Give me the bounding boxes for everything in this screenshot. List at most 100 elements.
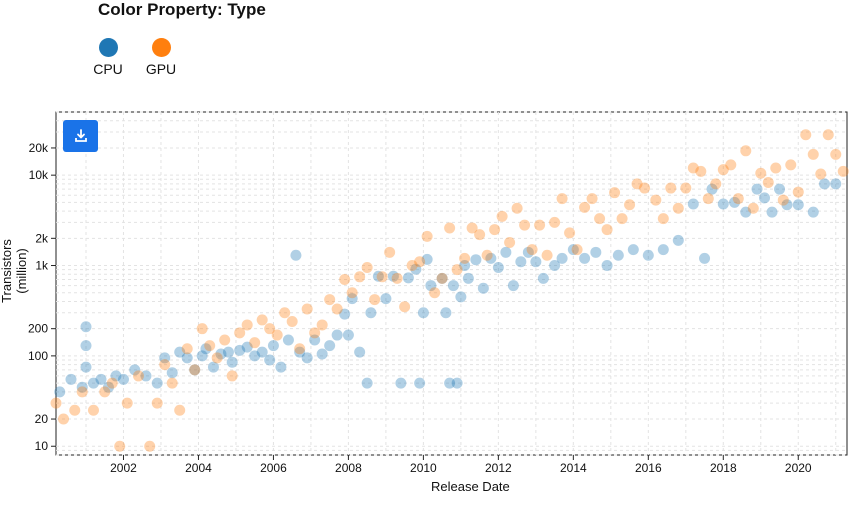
data-point-cpu: [387, 270, 399, 282]
data-point-gpu: [316, 319, 328, 331]
data-point-cpu: [567, 244, 579, 256]
y-tick-label: 200: [28, 322, 48, 336]
y-tick-label: 1k: [35, 259, 49, 273]
data-point-gpu: [174, 404, 186, 416]
data-point-cpu: [477, 282, 489, 294]
data-point-cpu: [687, 198, 699, 210]
data-point-gpu: [444, 222, 456, 234]
data-point-gpu: [121, 397, 133, 409]
data-point-cpu: [537, 272, 549, 284]
data-point-cpu: [414, 377, 426, 389]
data-point-cpu: [80, 340, 92, 352]
data-point-cpu: [226, 356, 238, 368]
data-point-gpu: [189, 364, 201, 376]
data-point-cpu: [522, 246, 534, 258]
data-point-gpu: [57, 413, 69, 425]
data-point-gpu: [196, 323, 208, 335]
data-point-cpu: [792, 199, 804, 211]
data-point-cpu: [331, 329, 343, 341]
data-point-cpu: [717, 198, 729, 210]
data-point-cpu: [447, 280, 459, 292]
data-point-cpu: [500, 246, 512, 258]
data-point-cpu: [459, 260, 471, 272]
data-point-gpu: [747, 202, 759, 214]
data-point-cpu: [294, 346, 306, 358]
data-point-cpu: [462, 272, 474, 284]
data-point-gpu: [586, 193, 598, 205]
data-point-gpu: [541, 249, 553, 261]
data-point-cpu: [444, 377, 456, 389]
data-point-cpu: [301, 352, 313, 364]
data-point-gpu: [631, 178, 643, 190]
data-point-cpu: [110, 370, 122, 382]
data-point-cpu: [174, 346, 186, 358]
data-point-cpu: [455, 291, 467, 303]
legend-item-gpu[interactable]: GPU: [131, 38, 191, 79]
data-point-cpu: [751, 183, 763, 195]
data-point-gpu: [279, 307, 291, 319]
data-point-gpu: [271, 329, 283, 341]
data-point-gpu: [519, 219, 531, 231]
data-point-gpu: [324, 294, 336, 306]
legend-item-cpu[interactable]: CPU: [78, 38, 138, 79]
data-point-gpu: [106, 377, 118, 389]
data-point-gpu: [650, 194, 662, 206]
data-point-cpu: [234, 344, 246, 356]
cpu-legend-dot: [98, 38, 118, 57]
data-point-gpu: [702, 193, 714, 205]
data-point-gpu: [256, 314, 268, 326]
data-point-gpu: [181, 343, 193, 355]
data-point-gpu: [639, 182, 651, 194]
data-point-cpu: [215, 348, 227, 360]
data-point-cpu: [590, 246, 602, 258]
data-point-gpu: [489, 224, 501, 236]
data-point-cpu: [140, 370, 152, 382]
data-point-gpu: [837, 165, 849, 177]
data-point-cpu: [80, 321, 92, 333]
data-point-gpu: [504, 236, 516, 248]
data-point-cpu: [740, 206, 752, 218]
data-point-gpu: [346, 287, 358, 299]
data-point-gpu: [369, 294, 381, 306]
data-point-gpu: [76, 386, 88, 398]
data-point-cpu: [425, 280, 437, 292]
data-point-cpu: [729, 196, 741, 208]
data-point-cpu: [264, 354, 276, 366]
data-point-cpu: [256, 346, 268, 358]
data-point-cpu: [774, 183, 786, 195]
x-tick-label: 2006: [260, 461, 287, 475]
data-point-cpu: [166, 367, 178, 379]
data-point-cpu: [556, 252, 568, 264]
data-point-gpu: [234, 327, 246, 339]
data-point-gpu: [579, 201, 591, 213]
data-point-gpu: [459, 252, 471, 264]
data-point-gpu: [687, 162, 699, 174]
x-tick-label: 2018: [710, 461, 737, 475]
data-point-cpu: [421, 253, 433, 265]
data-point-cpu: [579, 252, 591, 264]
data-point-cpu: [189, 364, 201, 376]
x-tick-label: 2002: [110, 461, 137, 475]
download-button[interactable]: [63, 120, 98, 152]
data-point-cpu: [417, 307, 429, 319]
x-tick-label: 2016: [635, 461, 662, 475]
data-point-cpu: [241, 341, 253, 353]
data-point-gpu: [815, 168, 827, 180]
data-point-gpu: [481, 249, 493, 261]
x-tick-label: 2008: [335, 461, 362, 475]
data-point-cpu: [181, 352, 193, 364]
gpu-legend-dot: [151, 38, 171, 57]
data-point-gpu: [807, 148, 819, 160]
data-point-cpu: [781, 199, 793, 211]
data-point-gpu: [159, 359, 171, 371]
legend-title: Color Property: Type: [98, 0, 266, 19]
data-point-gpu: [770, 162, 782, 174]
x-tick-label: 2012: [485, 461, 512, 475]
data-point-gpu: [376, 271, 388, 283]
data-point-gpu: [87, 404, 99, 416]
data-point-gpu: [226, 370, 238, 382]
data-point-cpu: [410, 263, 422, 275]
y-axis-title: Transistors (million): [0, 239, 29, 303]
data-point-cpu: [549, 260, 561, 272]
series-gpu: [50, 129, 849, 452]
